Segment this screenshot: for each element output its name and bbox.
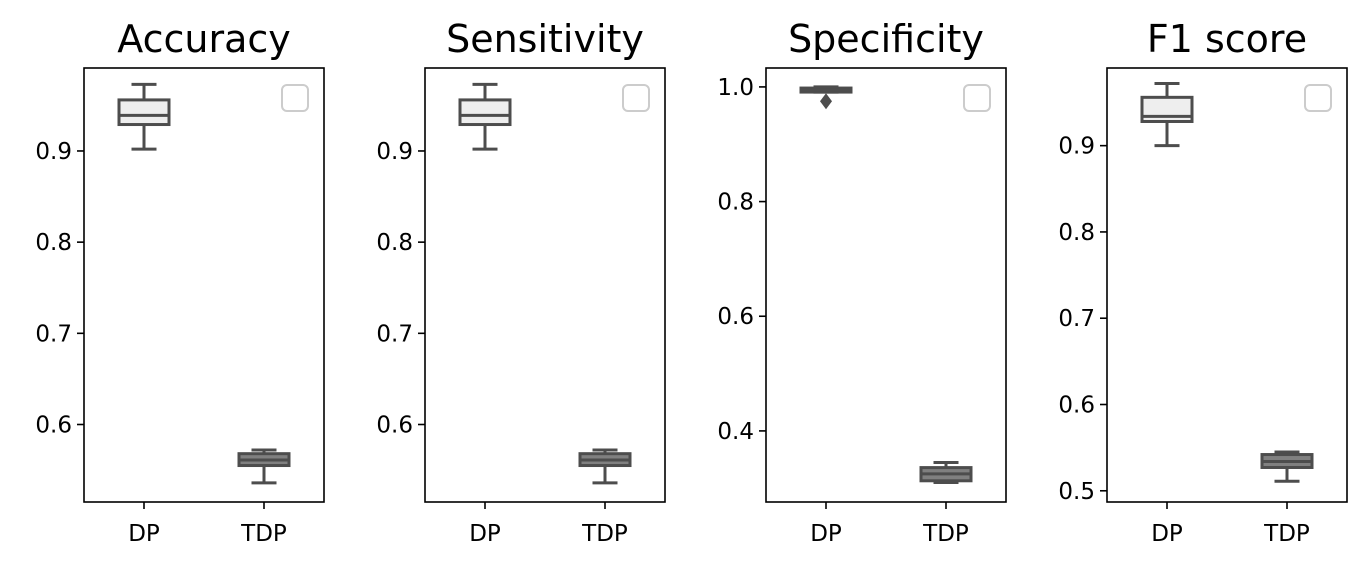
box-dp	[1140, 82, 1194, 148]
y-tick-label: 0.7	[1058, 306, 1095, 332]
box-body	[458, 98, 512, 127]
legend-box	[622, 84, 650, 112]
box-dp	[799, 85, 853, 110]
x-tick-label: DP	[128, 521, 160, 547]
box-tdp	[237, 448, 291, 485]
box-tdp	[578, 448, 632, 485]
x-tick-label: DP	[1151, 521, 1183, 547]
y-tick-label: 0.6	[1058, 393, 1095, 419]
box-tdp	[919, 460, 973, 485]
subplot-title: Specificity	[788, 17, 984, 61]
legend-box	[1304, 84, 1332, 112]
y-tick-label: 0.8	[717, 190, 754, 216]
x-tick-label: TDP	[581, 521, 628, 547]
y-tick-label: 0.7	[376, 321, 413, 347]
subplot-title: Sensitivity	[446, 17, 644, 61]
y-tick-label: 0.8	[35, 230, 72, 256]
y-tick-label: 0.9	[35, 139, 72, 165]
plot-frame	[83, 67, 325, 503]
legend-box	[963, 84, 991, 112]
subplot-title: Accuracy	[117, 17, 291, 61]
subplot-4: F1 score 0.5 0.6 0.7 0.8 0.9 DP TDP	[1058, 17, 1348, 547]
box-dp	[117, 82, 171, 151]
subplot-title: F1 score	[1147, 17, 1307, 61]
subplot-2: Sensitivity 0.6 0.7 0.8 0.9 DP TDP	[376, 17, 666, 547]
y-tick-label: 1.0	[717, 75, 754, 101]
y-tick-label: 0.5	[1058, 479, 1095, 505]
x-tick-label: TDP	[240, 521, 287, 547]
subplot-1: Accuracy 0.6 0.7 0.8 0.9 DP TDP	[35, 17, 325, 547]
y-tick-label: 0.8	[1058, 220, 1095, 246]
x-tick-label: DP	[469, 521, 501, 547]
y-tick-label: 0.9	[376, 139, 413, 165]
plot-frame	[765, 67, 1007, 503]
y-tick-label: 0.6	[717, 304, 754, 330]
y-tick-label: 0.6	[35, 413, 72, 439]
box-body	[117, 98, 171, 127]
flier-marker	[820, 93, 832, 110]
x-tick-label: TDP	[1263, 521, 1310, 547]
box-tdp	[1260, 450, 1314, 483]
plot-frame	[424, 67, 666, 503]
y-tick-label: 0.6	[376, 413, 413, 439]
y-tick-label: 0.7	[35, 321, 72, 347]
box-dp	[458, 82, 512, 151]
legend-box	[281, 84, 309, 112]
y-tick-label: 0.9	[1058, 134, 1095, 160]
x-tick-label: DP	[810, 521, 842, 547]
subplot-3: Specificity 0.4 0.6 0.8 1.0 DP TDP	[717, 17, 1007, 547]
x-tick-label: TDP	[922, 521, 969, 547]
box-body	[1140, 95, 1194, 123]
plot-frame	[1106, 67, 1348, 503]
y-tick-label: 0.4	[717, 419, 754, 445]
y-tick-label: 0.8	[376, 230, 413, 256]
